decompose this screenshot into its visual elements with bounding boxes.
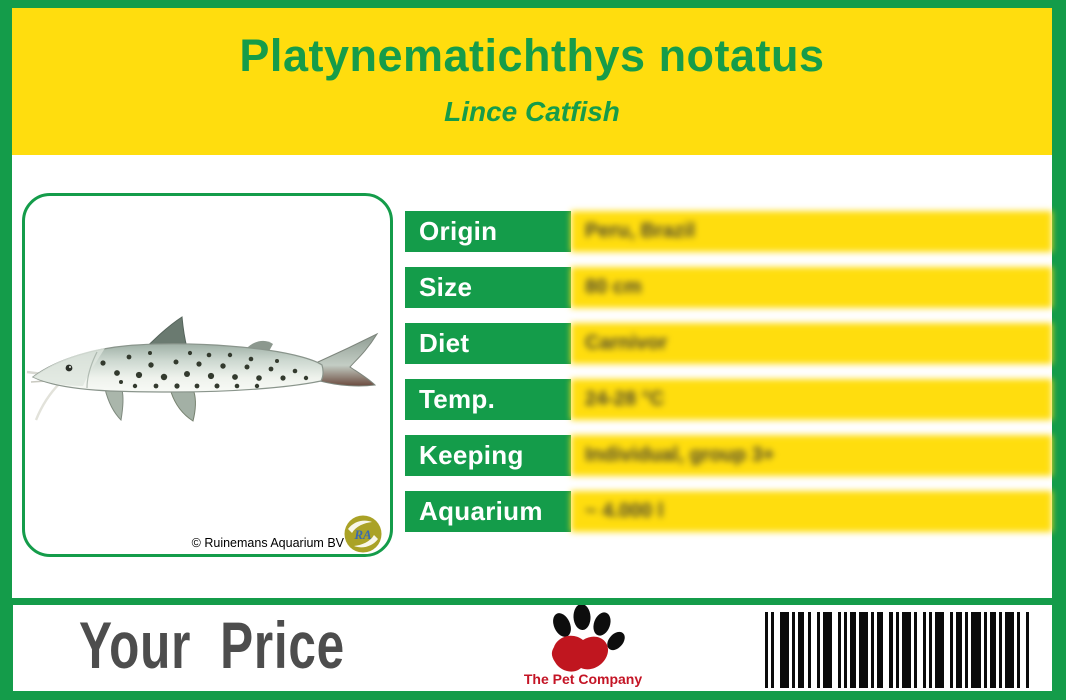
info-row-size: Size 80 cm xyxy=(405,267,1052,308)
species-title: Platynematichthys notatus xyxy=(239,30,825,81)
info-value: Carnivor xyxy=(571,323,1052,364)
info-row-diet: Diet Carnivor xyxy=(405,323,1052,364)
common-name-subtitle: Lince Catfish xyxy=(444,96,620,127)
info-label: Aquarium xyxy=(405,491,571,532)
svg-text:RA: RA xyxy=(353,527,372,542)
header: Platynematichthys notatus Lince Catfish xyxy=(12,8,1052,155)
info-label: Diet xyxy=(405,323,571,364)
company-name: The Pet Company xyxy=(523,671,643,687)
info-row-keeping: Keeping Individual, group 3+ xyxy=(405,435,1052,476)
info-label: Keeping xyxy=(405,435,571,476)
supplier-logo-icon: RA xyxy=(344,515,382,553)
info-value: 24-28 °C xyxy=(571,379,1052,420)
info-row-temp: Temp. 24-28 °C xyxy=(405,379,1052,420)
info-value: Individual, group 3+ xyxy=(571,435,1052,476)
info-row-origin: Origin Peru, Brazil xyxy=(405,211,1052,252)
footer: Your Price The Pet Company xyxy=(13,605,1052,691)
info-label: Temp. xyxy=(405,379,571,420)
barcode xyxy=(765,612,1030,688)
info-table: Origin Peru, Brazil Size 80 cm Diet Carn… xyxy=(405,211,1052,532)
divider-line xyxy=(0,598,1066,605)
photo-copyright: © Ruinemans Aquarium BV xyxy=(191,536,344,550)
info-value: 80 cm xyxy=(571,267,1052,308)
info-value: Peru, Brazil xyxy=(571,211,1052,252)
body-area: © Ruinemans Aquarium BV RA Origin Peru, … xyxy=(12,155,1052,598)
info-label: Size xyxy=(405,267,571,308)
info-row-aquarium: Aquarium ~ 4.000 l xyxy=(405,491,1052,532)
fish-photo xyxy=(26,316,379,422)
info-value: ~ 4.000 l xyxy=(571,491,1052,532)
price-label: Your Price xyxy=(79,608,345,682)
paw-print-icon xyxy=(551,605,625,672)
info-label: Origin xyxy=(405,211,571,252)
fish-photo-box: © Ruinemans Aquarium BV RA xyxy=(22,193,393,557)
